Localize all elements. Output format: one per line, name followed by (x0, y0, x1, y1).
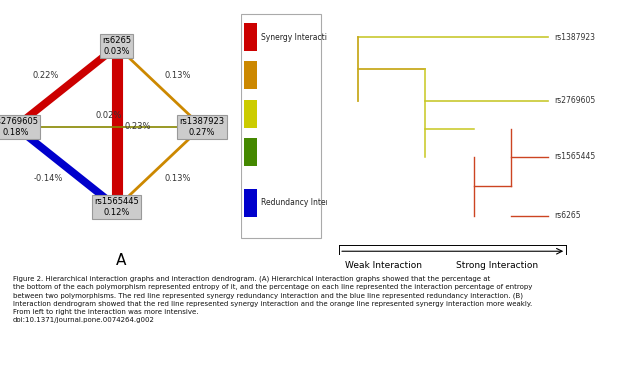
Text: rs1565445: rs1565445 (554, 152, 595, 161)
Text: rs1387923
0.27%: rs1387923 0.27% (179, 117, 225, 137)
Text: 0.22%: 0.22% (33, 70, 59, 79)
Text: 0.23%: 0.23% (124, 122, 151, 131)
Text: B: B (475, 284, 486, 300)
Text: rs6265
0.03%: rs6265 0.03% (102, 36, 131, 56)
FancyBboxPatch shape (244, 23, 257, 51)
Text: Weak Interaction: Weak Interaction (345, 261, 422, 270)
Text: Redundancy Interaction: Redundancy Interaction (261, 198, 353, 207)
Text: Synergy Interaction: Synergy Interaction (261, 33, 337, 42)
Text: 0.13%: 0.13% (164, 174, 191, 183)
Text: rs6265: rs6265 (554, 211, 580, 220)
Text: Strong Interaction: Strong Interaction (456, 261, 538, 270)
FancyBboxPatch shape (244, 100, 257, 128)
FancyBboxPatch shape (244, 61, 257, 89)
Text: rs1565445
0.12%: rs1565445 0.12% (95, 197, 139, 217)
FancyBboxPatch shape (244, 189, 257, 217)
Text: rs2769605
0.18%: rs2769605 0.18% (0, 117, 38, 137)
Text: rs2769605: rs2769605 (554, 96, 595, 105)
FancyBboxPatch shape (244, 138, 257, 166)
Text: -0.14%: -0.14% (33, 174, 63, 183)
Text: 0.02%: 0.02% (95, 111, 122, 120)
Text: rs1387923: rs1387923 (554, 33, 595, 42)
Text: 0.13%: 0.13% (164, 70, 191, 79)
Text: Figure 2. Hierarchical interaction graphs and interaction dendrogram. (A) Hierar: Figure 2. Hierarchical interaction graph… (13, 276, 532, 323)
Text: A: A (116, 253, 127, 268)
